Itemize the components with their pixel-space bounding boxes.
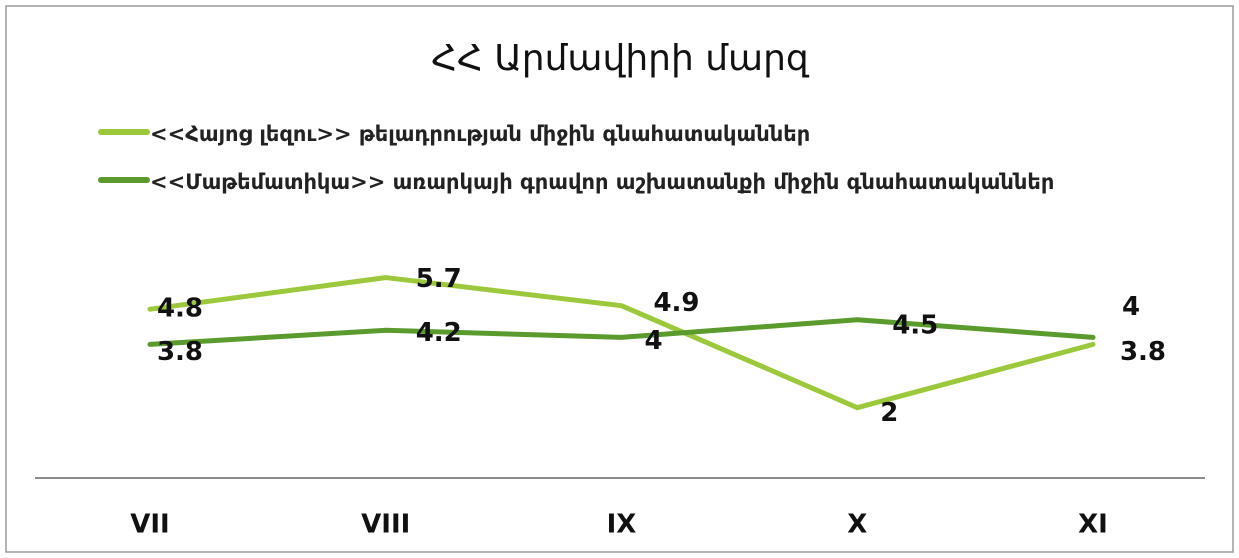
x-tick-label: XI: [1078, 510, 1108, 540]
legend-label: <<Մաթեմատիկա>> առարկայի գրավոր աշխատանքի…: [150, 170, 1055, 194]
x-tick-label: VII: [130, 510, 169, 540]
frame: [5, 5, 1234, 553]
series-line: [147, 275, 1096, 411]
data-label: 3.8: [1120, 337, 1166, 367]
data-label: 3.8: [157, 337, 203, 367]
data-label: 5.7: [416, 264, 462, 294]
data-label: 4.8: [157, 294, 203, 324]
x-tick-label: IX: [607, 510, 637, 540]
legend-item: <<Հայոց լեզու>> թելադրության միջին գնահա…: [98, 118, 1110, 150]
legend-swatch: [98, 129, 150, 135]
chart-title: ՀՀ Արմավիրի մարզ: [431, 38, 810, 79]
data-label: 4: [1122, 292, 1140, 322]
legend-swatch: [98, 177, 150, 183]
data-label: 4: [644, 326, 662, 356]
data-label: 4.2: [416, 318, 462, 348]
legend-item: <<Մաթեմատիկա>> առարկայի գրավոր աշխատանքի…: [98, 166, 1110, 198]
legend-label: <<Հայոց լեզու>> թելադրության միջին գնահա…: [150, 122, 811, 146]
series-line: [147, 317, 1096, 347]
data-label: 4.9: [653, 288, 699, 318]
x-tick-label: VIII: [361, 510, 410, 540]
data-label: 4.5: [892, 310, 938, 340]
data-label: 2: [880, 398, 898, 428]
x-tick-label: X: [847, 510, 867, 540]
